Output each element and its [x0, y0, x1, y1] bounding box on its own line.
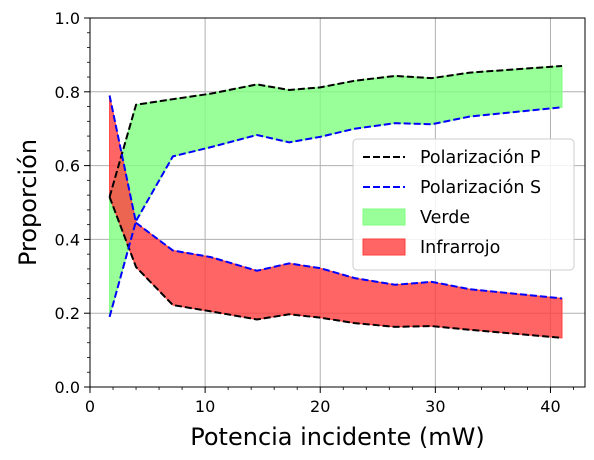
- x-tick-label: 20: [310, 397, 330, 416]
- legend: Polarización P Polarización S Verde Infrarr…: [353, 139, 574, 270]
- y-tick-label: 1.0: [55, 9, 80, 28]
- x-tick-label: 0: [85, 397, 95, 416]
- legend-label: Polarización P: [420, 148, 541, 168]
- x-tick-label: 40: [540, 397, 560, 416]
- x-tick-label: 10: [195, 397, 215, 416]
- x-tick-label: 30: [425, 397, 445, 416]
- y-tick-label: 0.0: [55, 378, 80, 397]
- y-tick-label: 0.4: [55, 230, 80, 249]
- x-axis-title: Potencia incidente (mW): [190, 423, 484, 451]
- legend-patch-swatch: [363, 239, 405, 255]
- legend-patch-swatch: [363, 209, 405, 225]
- y-tick-labels: 0.0 0.2 0.4 0.6 0.8 1.0: [55, 9, 80, 397]
- x-tick-labels: 0 10 20 30 40: [85, 397, 561, 416]
- y-axis-title: Proporción: [14, 139, 42, 266]
- y-tick-label: 0.2: [55, 304, 80, 323]
- legend-label: Infrarrojo: [420, 238, 500, 258]
- legend-label: Polarización S: [420, 178, 541, 198]
- y-tick-label: 0.8: [55, 83, 80, 102]
- y-tick-label: 0.6: [55, 157, 80, 176]
- legend-label: Verde: [420, 208, 470, 228]
